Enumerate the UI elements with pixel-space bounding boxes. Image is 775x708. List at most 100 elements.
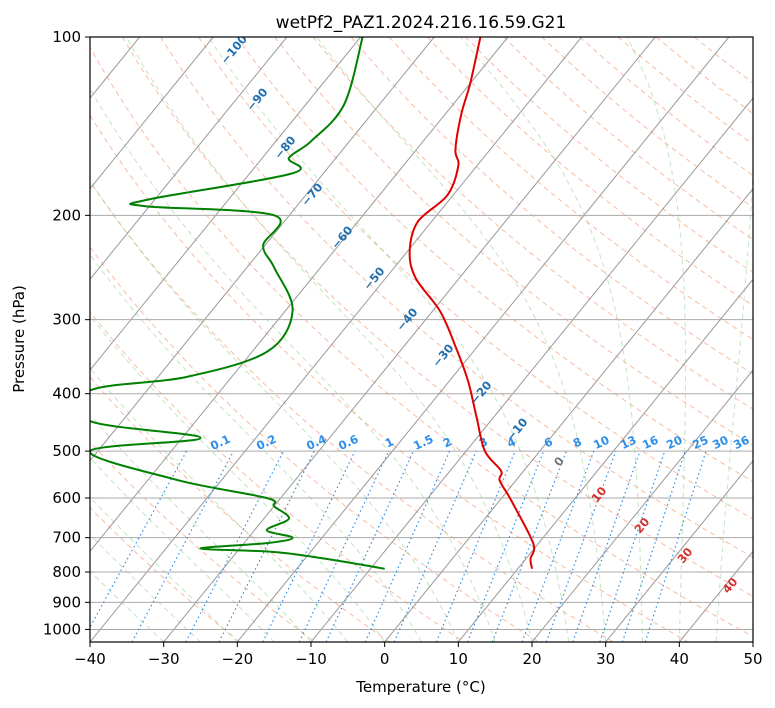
moist-adiabat xyxy=(316,37,607,642)
x-tick-label: 50 xyxy=(743,650,762,668)
dry-adiabat xyxy=(503,37,753,241)
moist-adiabat xyxy=(90,496,238,642)
moist-adiabat xyxy=(715,161,753,642)
y-tick-label: 100 xyxy=(52,28,81,46)
moist-adiabat xyxy=(626,37,687,642)
mixing-ratio-label: 2 xyxy=(441,434,454,450)
adiabat-label: −50 xyxy=(360,264,387,293)
mixing-ratio-label: 0.4 xyxy=(304,432,328,453)
x-tick-label: 0 xyxy=(380,650,390,668)
isotherm xyxy=(90,37,509,553)
isotherm xyxy=(384,187,753,642)
mixing-ratio-line xyxy=(218,450,315,642)
isotherm xyxy=(752,641,753,642)
y-tick-label: 700 xyxy=(52,529,81,547)
moist-adiabat xyxy=(90,180,459,642)
isotherm xyxy=(310,97,753,642)
mixing-ratio-label: 20 xyxy=(664,433,684,452)
mixing-ratio-line xyxy=(621,450,686,642)
isotherm xyxy=(90,37,288,281)
mixing-ratio-label: 1 xyxy=(383,434,396,450)
background-lines xyxy=(90,37,753,642)
isotherm xyxy=(90,37,582,642)
isotherm xyxy=(163,37,656,642)
x-axis-label: Temperature (°C) xyxy=(355,678,485,696)
plot-frame xyxy=(89,36,754,643)
adiabat-label: −70 xyxy=(298,180,325,209)
dry-adiabat xyxy=(90,246,540,642)
mixing-ratio-label: 8 xyxy=(571,434,584,450)
y-tick-label: 500 xyxy=(52,442,81,460)
x-tick-label: 20 xyxy=(522,650,541,668)
mixing-ratio-label: 36 xyxy=(731,433,751,452)
mixing-ratio-label: 0.1 xyxy=(208,432,232,453)
mixing-ratio-line xyxy=(90,450,188,629)
dry-adiabat xyxy=(90,46,753,638)
y-tick-label: 1000 xyxy=(43,620,81,638)
mixing-ratio-line xyxy=(599,450,666,642)
moist-adiabat xyxy=(90,314,386,642)
isotherm xyxy=(605,459,753,642)
x-tick-label: −40 xyxy=(74,650,106,668)
mixing-ratio-line xyxy=(325,450,414,642)
dry-adiabat xyxy=(693,37,753,84)
mixing-ratio-label: 30 xyxy=(710,433,730,452)
isotherm xyxy=(90,37,214,190)
moist-adiabat xyxy=(208,37,570,642)
dry-adiabat xyxy=(90,506,241,642)
adiabat-label: 20 xyxy=(631,515,652,536)
dry-adiabat xyxy=(90,376,391,642)
mixing-ratio-label: 0.6 xyxy=(336,432,360,453)
y-tick-label: 900 xyxy=(52,593,81,611)
mixing-ratio-line xyxy=(466,450,545,642)
mixing-ratio-line xyxy=(393,450,477,642)
mixing-ratio-line xyxy=(364,450,451,642)
adiabat-label: −60 xyxy=(328,223,355,252)
x-tick-label: −20 xyxy=(222,650,254,668)
x-tick-label: 30 xyxy=(596,650,615,668)
adiabat-label: 10 xyxy=(588,484,609,505)
chart-title: wetPf2_PAZ1.2024.216.16.59.G21 xyxy=(276,13,567,33)
y-tick-label: 800 xyxy=(52,563,81,581)
dry-adiabat xyxy=(312,37,753,410)
moist-adiabat xyxy=(90,456,275,642)
y-axis: 100 200 300 400 500 600 700 800 900 1000 xyxy=(43,28,90,638)
mixing-ratio-line xyxy=(435,450,516,642)
y-tick-label: 200 xyxy=(52,206,81,224)
isotherm xyxy=(678,550,753,642)
mixing-ratio-line xyxy=(545,450,617,642)
y-tick-label: 400 xyxy=(52,385,81,403)
mixing-ratio-label: 1.5 xyxy=(411,432,435,453)
moist-adiabat xyxy=(125,37,533,642)
dry-adiabat xyxy=(350,37,753,375)
isotherm xyxy=(90,37,361,371)
dry-adiabat xyxy=(655,37,753,115)
dry-adiabat xyxy=(90,311,466,642)
y-tick-label: 300 xyxy=(52,311,81,329)
adiabat-label: 30 xyxy=(674,545,695,566)
x-axis: −40 −30 −20 −10 0 10 20 30 40 50 xyxy=(74,642,763,668)
isotherm xyxy=(236,37,730,642)
moist-adiabat xyxy=(90,533,201,642)
series-line xyxy=(408,37,536,569)
isotherm xyxy=(457,278,753,642)
isotherm xyxy=(531,369,753,642)
dry-adiabat xyxy=(90,114,690,642)
dry-adiabat xyxy=(541,37,753,208)
y-axis-label: Pressure (hPa) xyxy=(10,285,28,393)
x-tick-label: 40 xyxy=(670,650,689,668)
mixing-ratio-line xyxy=(262,450,356,642)
dry-adiabat xyxy=(427,37,753,307)
dry-adiabat xyxy=(121,37,753,598)
adiabat-label: 40 xyxy=(719,575,740,596)
mixing-ratio-line xyxy=(644,450,707,642)
x-tick-label: −10 xyxy=(295,650,327,668)
x-tick-label: −30 xyxy=(148,650,180,668)
mixing-ratio-label: 10 xyxy=(591,433,611,452)
y-tick-label: 600 xyxy=(52,489,81,507)
mixing-ratio-label: 16 xyxy=(640,433,660,452)
moist-adiabat xyxy=(90,367,349,642)
dry-adiabat xyxy=(388,37,753,341)
moist-adiabat xyxy=(90,253,422,642)
